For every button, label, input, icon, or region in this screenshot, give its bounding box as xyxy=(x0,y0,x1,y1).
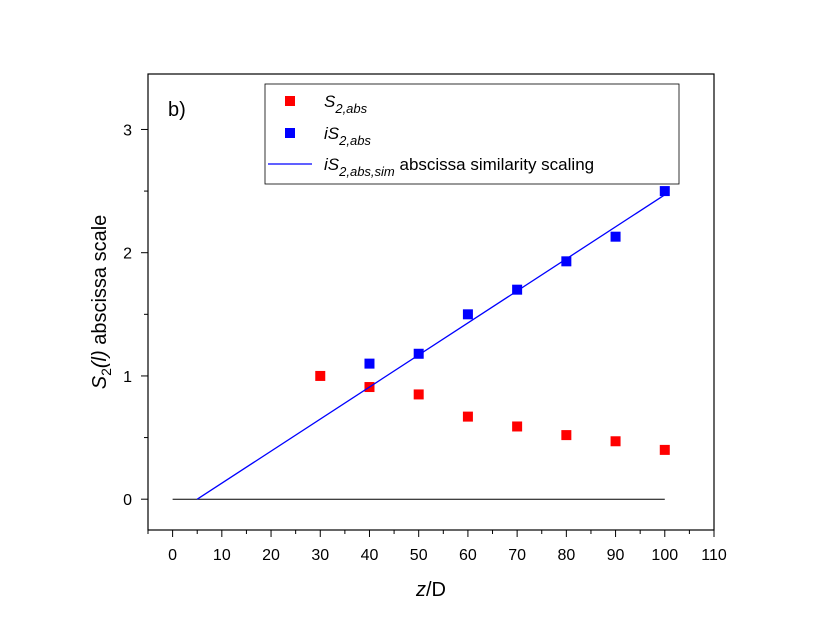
axis-ticks: 0 10 20 30 40 50 60 70 80 90 100 110 0 1 2 3 xyxy=(123,122,727,564)
data-point-series-0 xyxy=(413,389,424,400)
data-point-series-0 xyxy=(561,430,572,441)
x-axis-title-italic: z xyxy=(415,579,426,601)
x-tick-label: 10 xyxy=(213,547,231,564)
data-point-series-1 xyxy=(561,256,572,267)
x-axis-title-rest: /D xyxy=(426,579,446,601)
x-tick-label: 60 xyxy=(459,547,477,564)
plot-area xyxy=(172,186,670,500)
legend-label: iS2,abs xyxy=(324,124,371,148)
x-tick-label: 30 xyxy=(311,547,329,564)
legend-label-main: iS xyxy=(324,124,340,143)
data-point-series-0 xyxy=(512,421,523,432)
y-tick-label: 1 xyxy=(123,369,132,386)
y-tick-label: 2 xyxy=(123,246,132,263)
data-point-series-0 xyxy=(315,370,326,381)
legend-box xyxy=(264,83,680,185)
x-tick-label: 0 xyxy=(168,547,177,564)
y-axis-title-sub: 2 xyxy=(98,368,114,376)
legend-label-main: S xyxy=(324,92,336,111)
legend-label-sub: 2,abs xyxy=(334,101,367,116)
y-axis-title-rest: abscissa scale xyxy=(89,215,111,351)
y-axis-title-main: S xyxy=(89,375,111,389)
x-axis-title: z/D xyxy=(415,579,446,601)
plot-frame xyxy=(147,73,715,531)
data-point-series-1 xyxy=(413,348,424,359)
y-tick-label: 0 xyxy=(123,492,132,509)
data-point-series-1 xyxy=(512,284,523,295)
x-tick-label: 70 xyxy=(508,547,526,564)
data-point-series-1 xyxy=(659,186,670,197)
data-point-series-1 xyxy=(364,358,375,369)
data-point-series-0 xyxy=(462,411,473,422)
x-tick-label: 40 xyxy=(361,547,379,564)
data-point-series-1 xyxy=(462,309,473,320)
legend-marker-swatch xyxy=(285,96,295,106)
x-tick-label: 100 xyxy=(651,547,678,564)
panel-label: b) xyxy=(168,99,186,121)
x-tick-label: 110 xyxy=(701,547,727,564)
data-point-series-0 xyxy=(610,436,621,447)
x-tick-label: 50 xyxy=(410,547,428,564)
x-tick-label: 90 xyxy=(607,547,625,564)
data-point-series-1 xyxy=(610,231,621,242)
legend-marker-swatch xyxy=(285,128,295,138)
legend-label-main: iS xyxy=(324,155,340,174)
y-axis-title-paren: (l) xyxy=(89,350,111,368)
legend-label-suffix: abscissa similarity scaling xyxy=(395,155,594,174)
x-tick-label: 20 xyxy=(262,547,280,564)
legend-label: S2,abs xyxy=(324,92,368,116)
legend-label-sub: 2,abs xyxy=(338,133,371,148)
y-axis-title: S2(l) abscissa scale xyxy=(89,215,114,390)
y-tick-label: 3 xyxy=(123,122,132,139)
series-line-2 xyxy=(196,194,666,500)
legend-label: iS2,abs,sim abscissa similarity scaling xyxy=(324,155,594,179)
x-tick-label: 80 xyxy=(557,547,575,564)
data-point-series-0 xyxy=(659,444,670,455)
legend-label-sub: 2,abs,sim xyxy=(338,164,395,179)
